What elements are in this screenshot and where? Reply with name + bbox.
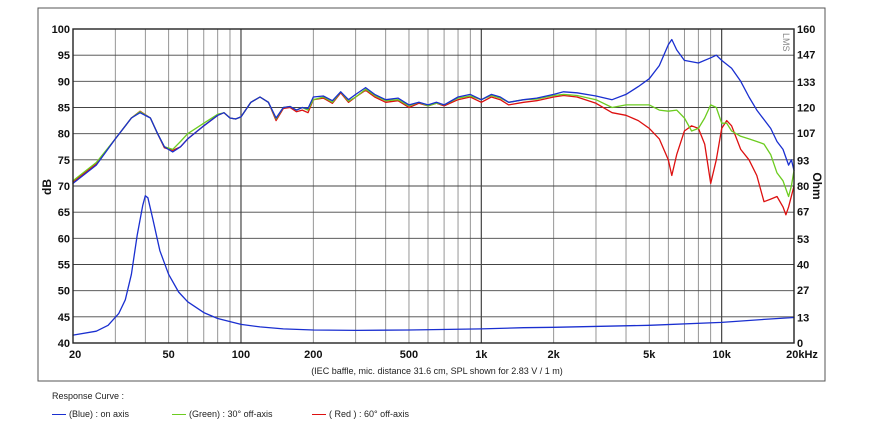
y-tick-label-right: 160: [797, 24, 815, 36]
watermark-logo: LMS: [781, 33, 791, 52]
legend-swatch-blue: [52, 414, 66, 416]
y-tick-label-right: 27: [797, 285, 809, 297]
y-tick-label-left: 100: [52, 24, 70, 36]
y-tick-label-left: 90: [58, 76, 70, 88]
y-tick-label-right: 120: [797, 103, 815, 115]
y-tick-label-left: 75: [58, 155, 70, 167]
y-tick-label-left: 70: [58, 181, 70, 193]
legend-swatch-red: [312, 414, 326, 416]
legend-item-red: ( Red ) : 60° off-axis: [312, 409, 409, 419]
series-line-red: [72, 89, 795, 216]
y-tick-label-left: 65: [58, 207, 70, 219]
y-tick-label-right: 147: [797, 50, 815, 62]
y-tick-label-left: 45: [58, 312, 70, 324]
x-tick-label: 100: [232, 349, 250, 361]
x-tick-label: 2k: [548, 349, 561, 361]
series-line-green: [72, 88, 795, 198]
series-line-blue: [72, 38, 795, 185]
y-tick-label-right: 0: [797, 338, 803, 350]
legend-label-blue: (Blue) : on axis: [69, 409, 130, 419]
legend-label-green: (Green) : 30° off-axis: [189, 409, 273, 419]
legend-item-green: (Green) : 30° off-axis: [172, 409, 272, 419]
x-tick-label: 5k: [643, 349, 656, 361]
legend-label-red: ( Red ) : 60° off-axis: [329, 409, 409, 419]
y-tick-label-right: 13: [797, 312, 809, 324]
x-tick-label: 50: [163, 349, 175, 361]
legend-title: Response Curve :: [52, 391, 125, 401]
y-tick-label-right: 53: [797, 234, 809, 246]
plot-area-border: [72, 28, 795, 344]
y-tick-label-right: 133: [797, 77, 815, 89]
legend-item-blue: (Blue) : on axis: [52, 409, 129, 419]
x-tick-label: 1k: [475, 349, 488, 361]
y-tick-label-right: 93: [797, 155, 809, 167]
x-tick-label: 200: [304, 349, 322, 361]
x-tick-label: 20kHz: [786, 349, 818, 361]
y-tick-label-right: 80: [797, 181, 809, 193]
y-tick-label-left: 40: [58, 338, 70, 350]
legend-swatch-green: [172, 414, 186, 416]
y-tick-label-left: 50: [58, 286, 70, 298]
y-tick-label-left: 55: [58, 260, 70, 272]
x-tick-label: 10k: [712, 349, 731, 361]
y-axis-label-right: Ohm: [810, 172, 824, 199]
y-tick-label-right: 107: [797, 128, 815, 140]
y-tick-label-left: 85: [58, 103, 70, 115]
x-tick-label: 500: [400, 349, 418, 361]
series-line-impedance: [72, 195, 795, 336]
chart-outer-frame: [37, 7, 826, 382]
y-axis-label-left: dB: [40, 179, 54, 195]
y-tick-label-left: 60: [58, 233, 70, 245]
y-tick-label-right: 40: [797, 260, 809, 272]
y-tick-label-left: 95: [58, 50, 70, 62]
x-tick-label: 20: [69, 349, 81, 361]
measurement-note: (IEC baffle, mic. distance 31.6 cm, SPL …: [311, 366, 563, 376]
y-tick-label-left: 80: [58, 129, 70, 141]
y-tick-label-right: 67: [797, 207, 809, 219]
